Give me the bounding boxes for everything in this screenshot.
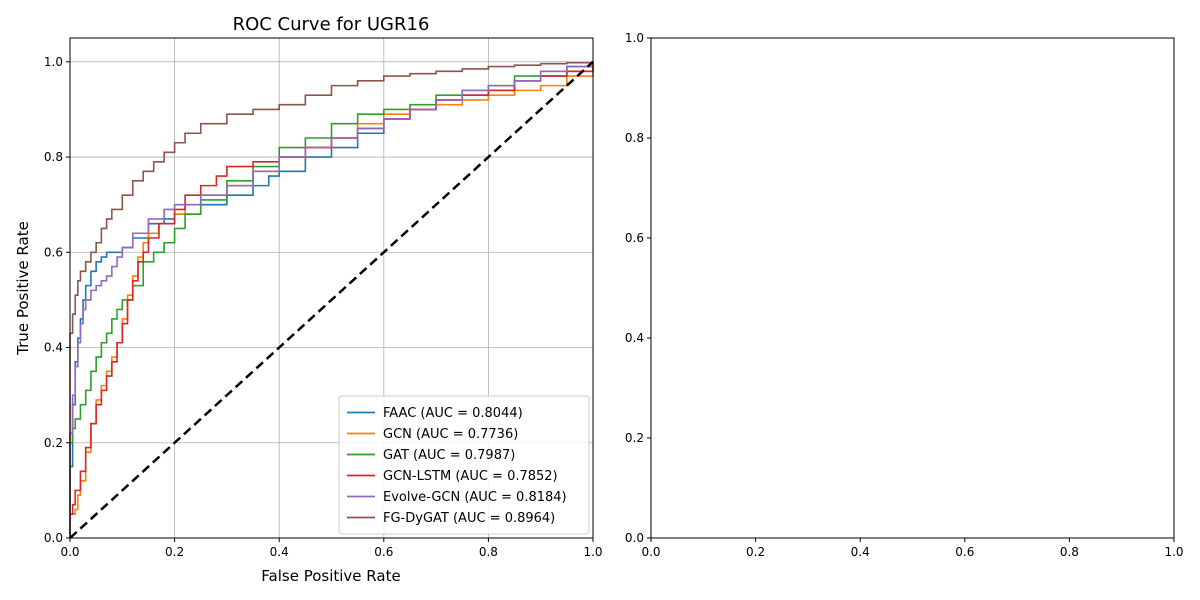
y-tick-label: 1.0 — [625, 31, 644, 45]
roc-x-axis-label: False Positive Rate — [261, 567, 400, 585]
x-tick-label: 0.6 — [374, 545, 393, 559]
x-tick-label: 0.2 — [746, 545, 765, 559]
x-tick-label: 1.0 — [583, 545, 602, 559]
x-tick-label: 0.4 — [270, 545, 289, 559]
roc-y-axis-label: True Positive Rate — [14, 221, 32, 356]
chance-reference-line — [69, 60, 594, 539]
y-tick-label: 0.6 — [44, 245, 63, 259]
roc-axes-frame — [69, 37, 594, 539]
roc-chart: 0.0 0.2 0.4 0.6 0.8 1.0 0.0 0.2 0.4 0.6 0.8 1.0 RO… — [14, 14, 603, 585]
roc-y-axis: 0.0 0.2 0.4 0.6 0.8 1.0 — [44, 55, 70, 545]
empty-y-axis: 0.0 0.2 0.4 0.6 0.8 1.0 — [625, 31, 651, 545]
y-tick-label: 0.4 — [44, 341, 63, 355]
x-tick-label: 0.2 — [165, 545, 184, 559]
x-tick-label: 1.0 — [1164, 545, 1183, 559]
empty-x-axis: 0.0 0.2 0.4 0.6 0.8 1.0 — [641, 538, 1184, 559]
x-tick-label: 0.0 — [641, 545, 660, 559]
legend-entry: FAAC (AUC = 0.8044) — [383, 406, 523, 421]
roc-series-evolve-gcn — [69, 61, 594, 538]
y-tick-label: 1.0 — [44, 55, 63, 69]
legend-entry: Evolve-GCN (AUC = 0.8184) — [383, 490, 567, 505]
x-tick-label: 0.6 — [955, 545, 974, 559]
roc-series-fg-dygat — [69, 61, 594, 538]
y-tick-label: 0.0 — [44, 531, 63, 545]
legend-entry: GCN-LSTM (AUC = 0.7852) — [383, 469, 558, 484]
y-tick-label: 0.8 — [44, 150, 63, 164]
legend-box — [338, 395, 590, 535]
x-tick-label: 0.8 — [479, 545, 498, 559]
empty-axes-frame — [650, 37, 1175, 539]
y-tick-label: 0.2 — [44, 436, 63, 450]
x-tick-label: 0.4 — [851, 545, 870, 559]
y-tick-label: 0.4 — [625, 331, 644, 345]
roc-chart-title: ROC Curve for UGR16 — [233, 14, 430, 35]
empty-chart: 0.0 0.2 0.4 0.6 0.8 1.0 0.0 0.2 0.4 0.6 0.8 1.0 — [625, 31, 1184, 559]
y-tick-label: 0.8 — [625, 131, 644, 145]
y-tick-label: 0.0 — [625, 531, 644, 545]
x-tick-label: 0.0 — [60, 545, 79, 559]
roc-series-gat — [69, 61, 594, 538]
y-tick-label: 0.2 — [625, 431, 644, 445]
roc-x-axis: 0.0 0.2 0.4 0.6 0.8 1.0 — [60, 538, 603, 559]
roc-legend: FAAC (AUC = 0.8044) GCN (AUC = 0.7736) GAT… — [338, 395, 590, 535]
legend-entry: GAT (AUC = 0.7987) — [383, 448, 515, 463]
legend-entry: FG-DyGAT (AUC = 0.8964) — [383, 511, 555, 526]
legend-entry: GCN (AUC = 0.7736) — [383, 427, 518, 442]
y-tick-label: 0.6 — [625, 231, 644, 245]
roc-series-group — [69, 61, 594, 538]
x-tick-label: 0.8 — [1060, 545, 1079, 559]
chance-line-group — [69, 60, 594, 539]
